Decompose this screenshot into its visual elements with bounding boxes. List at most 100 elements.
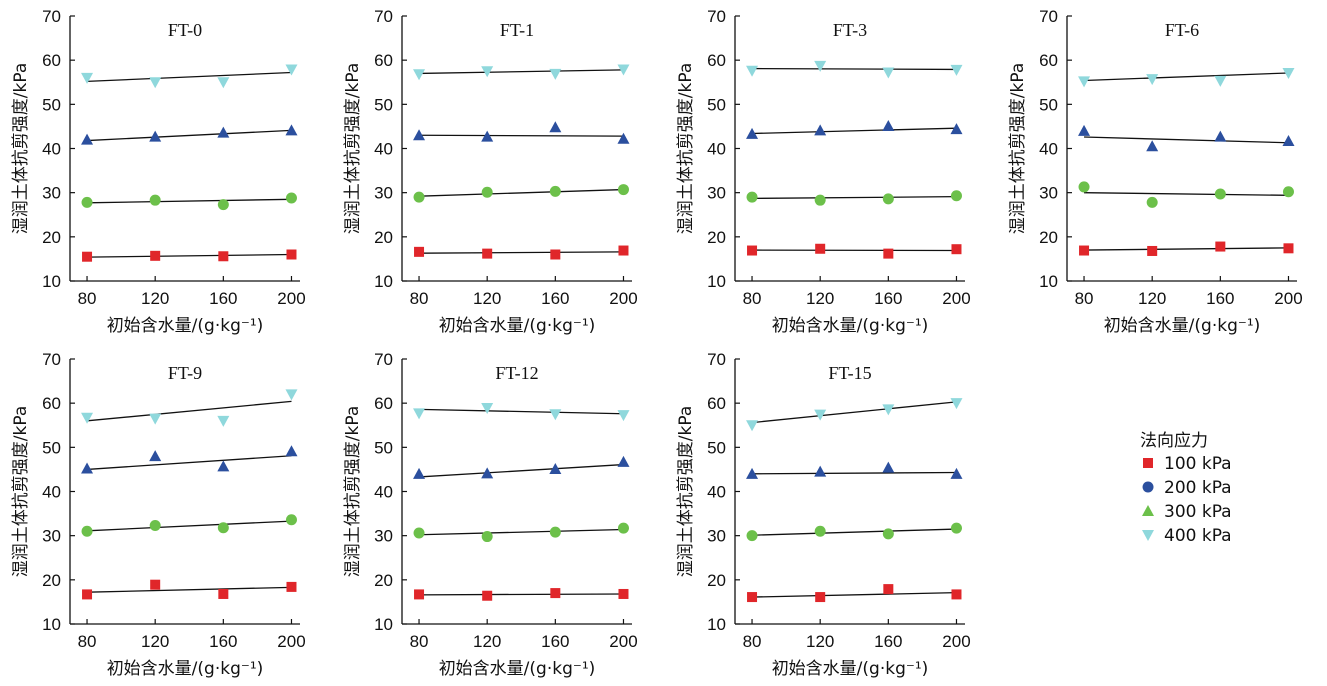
- x-tick-label: 200: [609, 632, 637, 651]
- legend-item-label: 200 kPa: [1164, 478, 1232, 498]
- data-point: [951, 589, 962, 600]
- data-point: [285, 445, 298, 457]
- data-point: [1214, 130, 1227, 142]
- fit-line: [419, 408, 624, 415]
- y-tick-label: 50: [707, 95, 726, 114]
- data-point: [81, 133, 94, 145]
- data-point: [951, 244, 962, 255]
- data-point: [149, 77, 162, 89]
- data-point: [1282, 186, 1294, 198]
- data-point: [950, 467, 963, 479]
- legend-item-label: 100 kPa: [1164, 454, 1232, 474]
- data-point: [286, 249, 297, 260]
- data-point: [414, 589, 425, 600]
- y-tick-label: 30: [42, 527, 61, 546]
- legend-item-label: 300 kPa: [1164, 502, 1232, 522]
- data-point: [746, 467, 759, 479]
- y-tick-label: 40: [42, 140, 61, 159]
- data-point: [413, 191, 425, 203]
- y-tick-label: 70: [374, 350, 393, 369]
- data-point: [285, 389, 298, 401]
- y-tick-label: 60: [1039, 51, 1058, 70]
- data-point: [814, 525, 826, 537]
- y-tick-label: 30: [707, 527, 726, 546]
- data-point: [217, 126, 230, 138]
- data-point: [413, 467, 426, 479]
- data-point: [1283, 243, 1294, 254]
- legend: 法向应力 100 kPa 200 kPa 300 kPa 400 kPa: [1140, 431, 1232, 546]
- data-point: [747, 245, 758, 256]
- panel-title: FT-15: [828, 363, 871, 383]
- data-point: [814, 409, 827, 421]
- data-point: [217, 199, 229, 211]
- y-tick-label: 60: [42, 51, 61, 70]
- panel-title: FT-1: [500, 20, 534, 40]
- data-point: [747, 592, 758, 603]
- data-point: [1282, 134, 1295, 146]
- y-tick-label: 70: [707, 7, 726, 26]
- y-axis-title: 湿润土体抗剪强度/kPa: [1008, 63, 1028, 234]
- y-tick-label: 60: [707, 51, 726, 70]
- legend-title: 法向应力: [1140, 431, 1208, 451]
- y-tick-label: 40: [374, 140, 393, 159]
- y-tick-label: 10: [42, 615, 61, 634]
- x-axis-title: 初始含水量/(g·kg⁻¹): [1104, 316, 1261, 336]
- y-axis-title: 湿润土体抗剪强度/kPa: [343, 406, 363, 577]
- y-tick-label: 40: [374, 483, 393, 502]
- x-tick-label: 160: [209, 289, 237, 308]
- x-tick-label: 200: [277, 289, 305, 308]
- data-point: [882, 67, 895, 79]
- fit-line: [419, 593, 624, 596]
- y-tick-label: 50: [1039, 95, 1058, 114]
- x-tick-label: 80: [743, 632, 762, 651]
- y-tick-label: 40: [42, 483, 61, 502]
- data-point: [814, 194, 826, 206]
- data-point: [285, 124, 298, 136]
- x-tick-label: 200: [609, 289, 637, 308]
- x-tick-label: 200: [942, 632, 970, 651]
- data-point: [1146, 74, 1159, 86]
- x-axis-title: 初始含水量/(g·kg⁻¹): [772, 316, 929, 336]
- data-point: [217, 522, 229, 534]
- data-point: [950, 190, 962, 202]
- y-tick-label: 20: [1039, 228, 1058, 247]
- data-point: [481, 467, 494, 479]
- data-point: [950, 398, 963, 410]
- fit-line: [752, 127, 957, 135]
- x-tick-label: 120: [141, 632, 169, 651]
- y-tick-label: 60: [374, 394, 393, 413]
- chart-panel: 10 20 30 40 50 60 70 80 120 160 200 FT-12 湿润土体抗剪强度/k…: [343, 350, 638, 679]
- data-point: [81, 196, 93, 208]
- data-point: [617, 455, 630, 467]
- x-tick-label: 160: [541, 289, 569, 308]
- x-axis-title: 初始含水量/(g·kg⁻¹): [439, 316, 596, 336]
- fit-line: [419, 134, 624, 137]
- y-tick-label: 10: [707, 615, 726, 634]
- y-tick-label: 50: [374, 95, 393, 114]
- y-tick-label: 30: [374, 527, 393, 546]
- data-point: [82, 251, 93, 262]
- data-point: [82, 589, 93, 600]
- y-tick-label: 20: [707, 571, 726, 590]
- y-tick-label: 20: [42, 571, 61, 590]
- data-point: [882, 404, 895, 416]
- y-tick-label: 30: [42, 184, 61, 203]
- panel-title: FT-12: [495, 363, 538, 383]
- legend-item-label: 400 kPa: [1164, 526, 1232, 546]
- data-point: [549, 185, 561, 197]
- data-point: [549, 121, 562, 133]
- data-point: [814, 124, 827, 136]
- x-tick-label: 120: [806, 289, 834, 308]
- data-point: [814, 465, 827, 477]
- fit-line: [752, 591, 957, 598]
- data-point: [413, 408, 426, 420]
- data-point: [882, 193, 894, 205]
- fit-line: [419, 528, 624, 536]
- fit-line: [87, 71, 292, 83]
- y-tick-label: 20: [707, 228, 726, 247]
- data-point: [286, 581, 297, 592]
- data-point: [617, 132, 630, 144]
- y-tick-label: 50: [42, 438, 61, 457]
- x-axis-title: 初始含水量/(g·kg⁻¹): [107, 659, 264, 679]
